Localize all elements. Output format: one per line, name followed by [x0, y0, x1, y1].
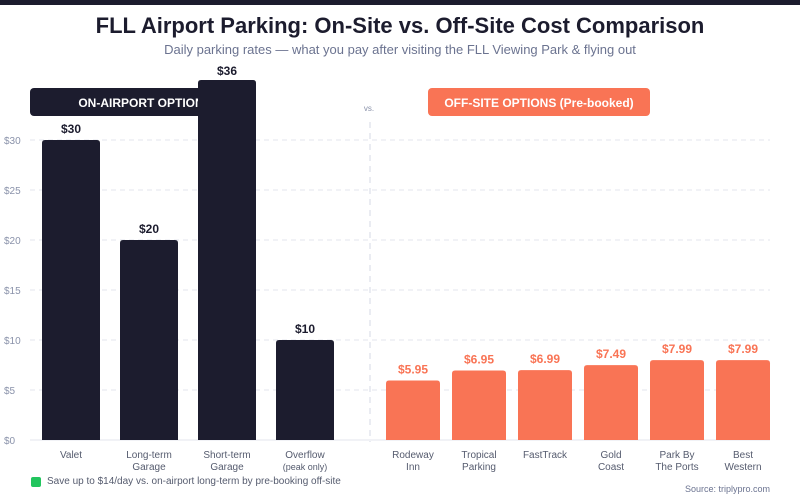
separator-label: vs. [364, 104, 374, 113]
bar [42, 140, 100, 440]
on-airport-badge-label: ON-AIRPORT OPTIONS [78, 96, 211, 110]
y-tick-label: $20 [4, 236, 21, 247]
off-site-badge-label: OFF-SITE OPTIONS (Pre-booked) [444, 96, 633, 110]
off-site-badge [428, 88, 650, 116]
y-tick-label: $0 [4, 436, 16, 447]
data-label: $7.99 [728, 342, 758, 356]
x-tick-label: Garage [132, 462, 166, 473]
data-label: $30 [61, 122, 81, 136]
data-label: $36 [217, 64, 237, 78]
x-tick-label: Tropical [461, 450, 496, 461]
y-tick-label: $25 [4, 186, 21, 197]
bar [584, 365, 638, 440]
y-tick-label: $15 [4, 286, 21, 297]
x-tick-label: Best [733, 450, 753, 461]
data-label: $5.95 [398, 363, 428, 377]
x-tick-label: FastTrack [523, 450, 568, 461]
x-tick-label: Coast [598, 462, 624, 473]
source-note: Source: triplypro.com [684, 484, 770, 494]
x-tick-label: Rodeway [392, 450, 434, 461]
x-tick-label: Western [724, 462, 761, 473]
bar [650, 360, 704, 440]
bar [716, 360, 770, 440]
x-tick-label: Gold [600, 450, 621, 461]
x-tick-label: Long-term [126, 450, 172, 461]
data-label: $6.99 [530, 352, 560, 366]
bar [198, 80, 256, 440]
y-tick-label: $10 [4, 336, 21, 347]
x-tick-label: Parking [462, 462, 496, 473]
x-tick-label: Valet [60, 450, 82, 461]
data-label: $6.95 [464, 353, 494, 367]
bar [518, 370, 572, 440]
x-tick-label: Overflow [285, 450, 325, 461]
legend-label: Save up to $14/day vs. on-airport long-t… [47, 476, 341, 487]
data-label: $20 [139, 222, 159, 236]
y-tick-label: $30 [4, 136, 21, 147]
x-tick-label: Park By [659, 450, 694, 461]
bar [120, 240, 178, 440]
chart-subtitle: Daily parking rates — what you pay after… [164, 42, 636, 57]
x-tick-label: Short-term [203, 450, 250, 461]
x-tick-label: Garage [210, 462, 244, 473]
data-label: $10 [295, 322, 315, 336]
y-tick-label: $5 [4, 386, 16, 397]
top-accent-bar [0, 0, 800, 5]
data-label: $7.99 [662, 342, 692, 356]
bar [386, 380, 440, 440]
x-tick-label: The Ports [655, 462, 698, 473]
legend: Save up to $14/day vs. on-airport long-t… [31, 476, 341, 488]
chart-title: FLL Airport Parking: On-Site vs. Off-Sit… [95, 13, 705, 38]
x-tick-label: Inn [406, 462, 420, 473]
bar [276, 340, 334, 440]
on-airport-badge [30, 88, 220, 116]
data-label: $7.49 [596, 347, 626, 361]
x-tick-label: (peak only) [283, 462, 328, 472]
legend-swatch [31, 477, 41, 487]
bar [452, 370, 506, 440]
